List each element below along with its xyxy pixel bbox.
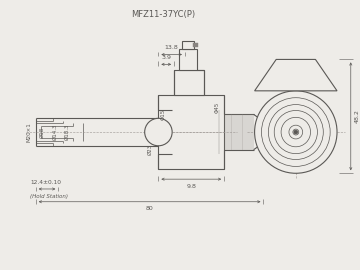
Bar bbox=[158, 95, 224, 169]
Text: Φ45: Φ45 bbox=[215, 102, 220, 113]
Text: Ø23: Ø23 bbox=[148, 144, 153, 155]
Text: Φ15: Φ15 bbox=[161, 109, 166, 120]
Text: 9.8: 9.8 bbox=[186, 184, 196, 188]
Text: 12.4±0.10: 12.4±0.10 bbox=[30, 180, 61, 185]
Text: 80: 80 bbox=[146, 206, 153, 211]
Text: 48.2: 48.2 bbox=[355, 109, 360, 123]
Text: Ø14.3: Ø14.3 bbox=[53, 124, 58, 140]
Text: Ø18: Ø18 bbox=[40, 126, 45, 138]
Text: Ø18.3: Ø18.3 bbox=[65, 124, 69, 140]
Circle shape bbox=[294, 130, 298, 134]
Bar bbox=[193, 43, 198, 47]
Text: M20×1: M20×1 bbox=[26, 122, 31, 142]
Bar bbox=[174, 70, 203, 95]
Polygon shape bbox=[255, 59, 337, 91]
Text: (Hold Station): (Hold Station) bbox=[31, 194, 68, 199]
Bar bbox=[182, 41, 194, 49]
Text: MFZ11-37YC(P): MFZ11-37YC(P) bbox=[131, 10, 195, 19]
Circle shape bbox=[255, 91, 337, 173]
Text: 13.8: 13.8 bbox=[164, 45, 178, 50]
Circle shape bbox=[145, 118, 172, 146]
Bar bbox=[179, 49, 197, 70]
Text: 3.9: 3.9 bbox=[161, 55, 171, 60]
